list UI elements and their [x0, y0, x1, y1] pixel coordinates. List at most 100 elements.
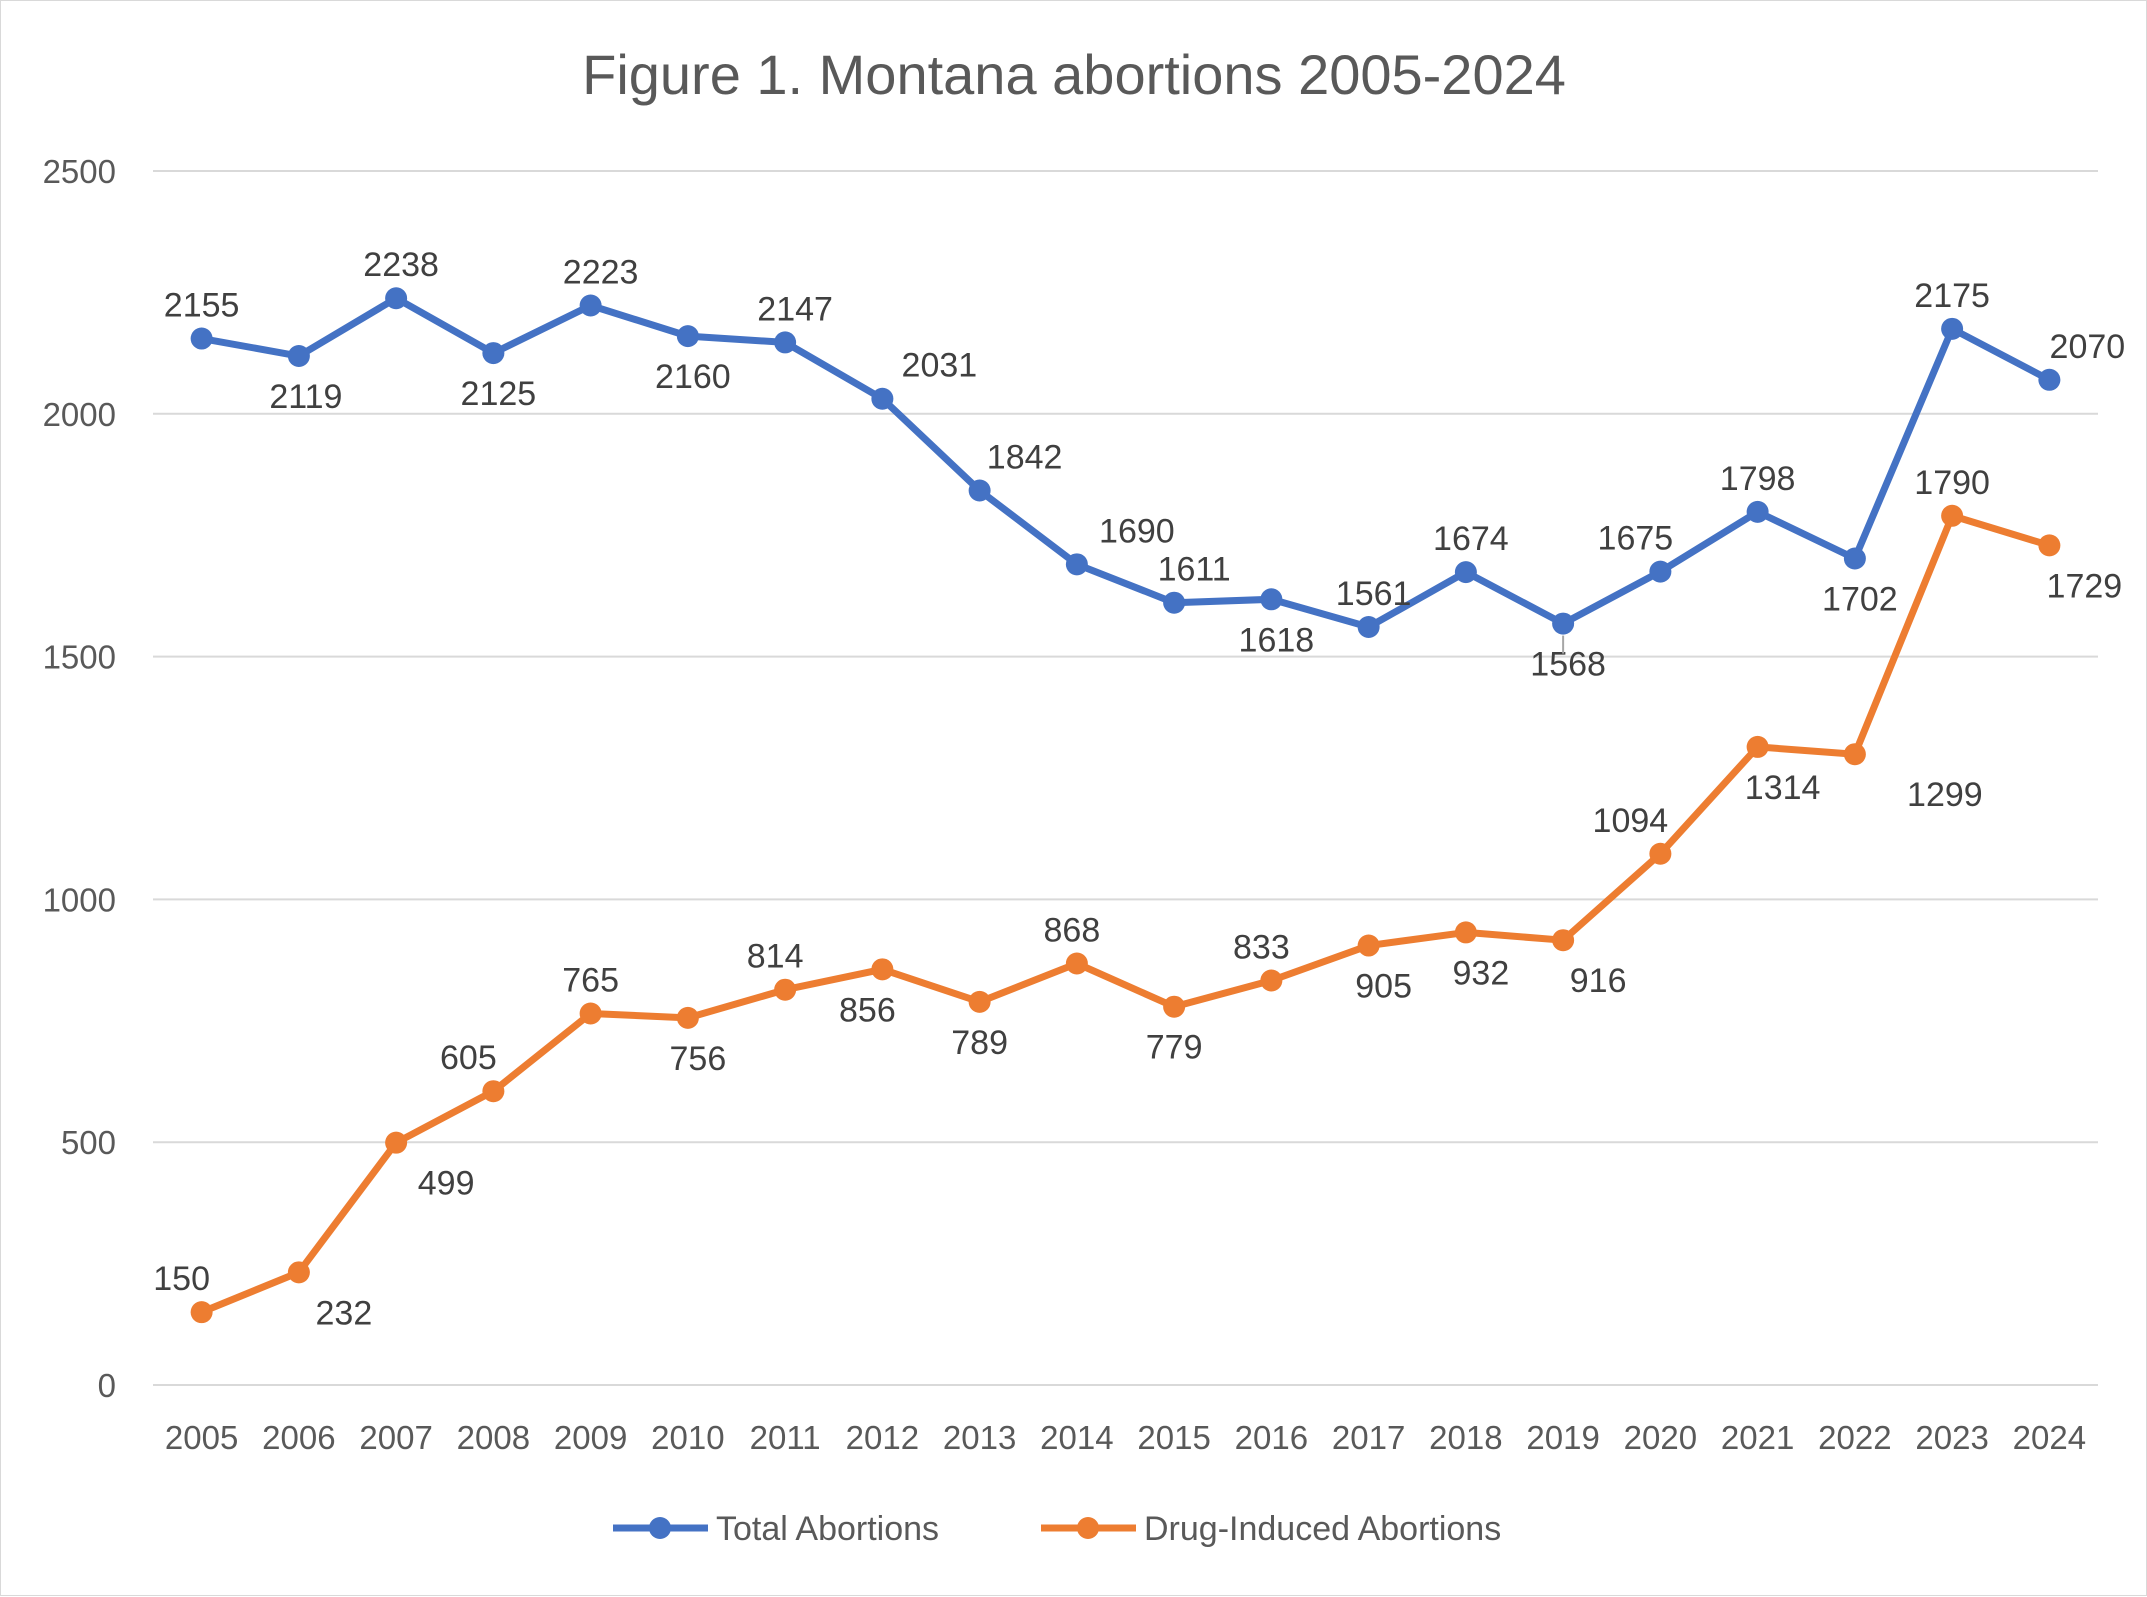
data-label: 1094	[1593, 802, 1669, 840]
data-point	[1357, 615, 1380, 638]
data-label: 150	[153, 1260, 210, 1298]
x-tick-label: 2008	[457, 1419, 530, 1456]
x-tick-label: 2012	[846, 1419, 919, 1456]
x-tick-label: 2019	[1526, 1419, 1599, 1456]
data-point	[190, 1301, 213, 1324]
legend-label: Total Abortions	[716, 1510, 939, 1548]
x-tick-label: 2022	[1818, 1419, 1891, 1456]
data-point	[1260, 969, 1283, 992]
data-point	[676, 325, 699, 348]
data-label: 605	[440, 1039, 497, 1077]
data-point	[287, 1261, 310, 1284]
data-point	[385, 287, 408, 310]
data-label: 1790	[1914, 464, 1990, 502]
data-point	[774, 331, 797, 354]
data-point	[676, 1006, 699, 1029]
data-point	[385, 1131, 408, 1154]
data-point	[774, 978, 797, 1001]
data-label: 2031	[902, 347, 978, 385]
data-point	[871, 958, 894, 981]
data-label: 814	[747, 938, 804, 976]
data-point	[968, 479, 991, 502]
data-label: 1568	[1530, 646, 1606, 684]
data-point	[1746, 500, 1769, 523]
x-tick-label: 2018	[1429, 1419, 1502, 1456]
data-label: 2070	[2050, 328, 2126, 366]
x-tick-label: 2010	[651, 1419, 724, 1456]
y-tick-label: 0	[98, 1367, 116, 1404]
x-tick-label: 2015	[1137, 1419, 1210, 1456]
x-tick-label: 2017	[1332, 1419, 1405, 1456]
data-point	[1843, 547, 1866, 570]
data-point	[1163, 995, 1186, 1018]
x-tick-label: 2024	[2013, 1419, 2086, 1456]
data-label: 232	[316, 1294, 373, 1332]
data-label: 779	[1146, 1029, 1203, 1067]
data-point	[1065, 952, 1088, 975]
data-label: 765	[562, 962, 619, 1000]
x-tick-label: 2009	[554, 1419, 627, 1456]
y-tick-label: 1500	[43, 639, 116, 676]
data-point	[1843, 743, 1866, 766]
legend-swatch-marker	[1077, 1517, 1099, 1539]
data-label: 2119	[269, 378, 342, 416]
data-label: 2155	[164, 287, 240, 325]
data-point	[1552, 612, 1575, 635]
x-tick-label: 2007	[359, 1419, 432, 1456]
data-point	[2038, 534, 2061, 557]
data-label: 756	[670, 1040, 727, 1078]
data-point	[482, 342, 505, 365]
x-tick-label: 2016	[1235, 1419, 1308, 1456]
data-point	[287, 345, 310, 368]
y-tick-label: 2000	[43, 396, 116, 433]
data-point	[190, 327, 213, 350]
data-label: 1561	[1336, 575, 1412, 613]
x-tick-label: 2011	[750, 1419, 821, 1456]
data-label: 2160	[655, 358, 731, 396]
data-point	[579, 294, 602, 317]
data-label: 868	[1044, 911, 1101, 949]
data-point	[1552, 929, 1575, 952]
data-point	[871, 387, 894, 410]
data-point	[1941, 504, 1964, 527]
data-point	[482, 1080, 505, 1103]
x-tick-label: 2014	[1040, 1419, 1113, 1456]
data-label: 1798	[1720, 460, 1796, 498]
y-tick-label: 1000	[43, 881, 116, 918]
y-axis-ticks: 0 500 1000 1500 2000 2500	[43, 153, 116, 1404]
data-point	[1065, 553, 1088, 576]
data-label: 2223	[563, 254, 639, 292]
data-label: 499	[418, 1165, 475, 1203]
data-point	[968, 990, 991, 1013]
data-label: 916	[1570, 962, 1627, 1000]
gridlines	[153, 170, 2098, 1386]
data-label: 1842	[987, 439, 1063, 477]
x-tick-label: 2023	[1915, 1419, 1988, 1456]
data-labels: 2155 2119 2238 2125 2223 2160 2147 2031 1842 1690…	[153, 246, 2125, 1332]
data-label: 1299	[1907, 776, 1983, 814]
data-label: 2147	[757, 290, 833, 328]
x-tick-label: 2006	[262, 1419, 335, 1456]
data-point	[1941, 317, 1964, 340]
data-label: 1314	[1745, 769, 1821, 807]
data-label: 1618	[1239, 621, 1315, 659]
data-label: 1702	[1822, 581, 1898, 619]
data-label: 1611	[1158, 551, 1231, 589]
data-label: 856	[839, 991, 896, 1029]
data-point	[1163, 591, 1186, 614]
x-tick-label: 2021	[1721, 1419, 1794, 1456]
y-tick-label: 2500	[43, 153, 116, 190]
data-point	[1746, 735, 1769, 758]
series-line-0	[198, 294, 2053, 631]
data-label: 1674	[1433, 520, 1509, 558]
series-markers	[190, 287, 2061, 1324]
data-label: 2238	[363, 246, 439, 284]
data-label: 932	[1453, 954, 1510, 992]
x-tick-label: 2020	[1624, 1419, 1697, 1456]
data-label: 905	[1355, 968, 1412, 1006]
data-label: 833	[1233, 928, 1290, 966]
data-label: 1690	[1099, 512, 1175, 550]
data-label: 2175	[1914, 277, 1990, 315]
